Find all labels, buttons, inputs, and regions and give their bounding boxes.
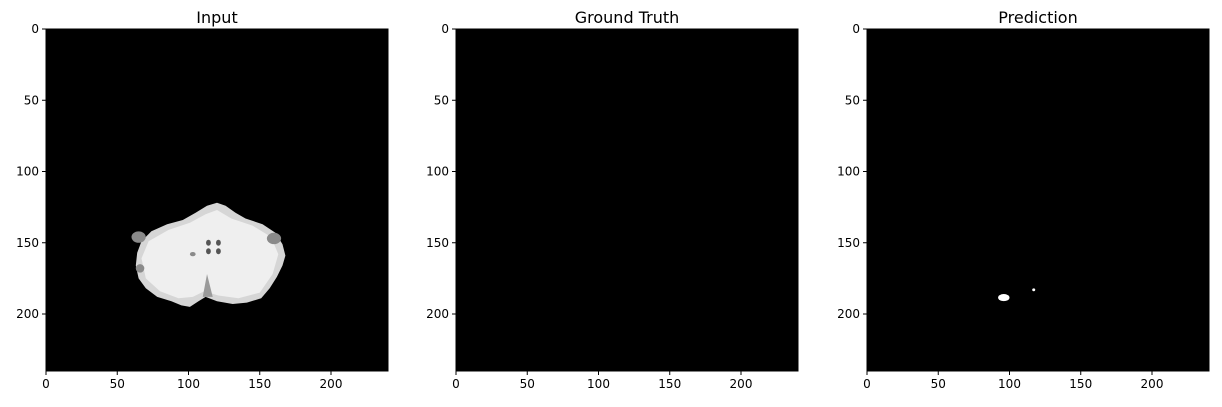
panel-input-x-tick-label: 200 — [320, 377, 343, 391]
panel-ground-truth-y-tick-label: 0 — [441, 22, 449, 36]
panel-prediction-image — [867, 29, 1209, 371]
panel-input-brain-inner — [141, 210, 279, 299]
panel-input-brain-shade — [135, 264, 145, 273]
panel-prediction: Prediction 0 50 100 150 200 0 50 100 150 200 — [837, 8, 1210, 391]
panel-prediction-frame — [866, 28, 1210, 372]
panel-input-x-tick-label: 150 — [248, 377, 271, 391]
panel-input-brain-shade — [131, 231, 146, 243]
panel-prediction-x-tick-label: 0 — [863, 377, 871, 391]
panel-prediction-blob — [998, 294, 1010, 302]
panel-input-x-tick-label: 100 — [177, 377, 200, 391]
panel-input-frame — [45, 28, 389, 372]
panel-prediction-y-tick-label: 150 — [837, 236, 860, 250]
panel-ground-truth-x-tick-label: 50 — [520, 377, 535, 391]
panel-input-image — [46, 29, 388, 371]
panel-input-brain-ventricle — [216, 248, 221, 255]
panel-ground-truth-x-tick-label: 200 — [730, 377, 753, 391]
panel-ground-truth-image — [456, 29, 798, 371]
panel-input-brain-ventricle — [206, 239, 211, 246]
panel-ground-truth-y-tick-label: 200 — [426, 307, 449, 321]
panel-input-brain-fissure — [202, 274, 213, 297]
panel-input-y-tick-label: 100 — [16, 165, 39, 179]
panel-input-x-tick-label: 50 — [110, 377, 125, 391]
panel-input-y-tick-label: 0 — [31, 22, 39, 36]
panel-prediction-x-tick-label: 200 — [1141, 377, 1164, 391]
panel-ground-truth-title: Ground Truth — [575, 8, 680, 27]
panel-prediction-x-tick-label: 150 — [1069, 377, 1092, 391]
panel-prediction-y-tick-label: 0 — [852, 22, 860, 36]
panel-ground-truth-x-tick-label: 100 — [587, 377, 610, 391]
panel-ground-truth-x-tick-label: 0 — [452, 377, 460, 391]
panel-prediction-x-tick-label: 50 — [931, 377, 946, 391]
panel-input-y-tick-label: 50 — [24, 93, 39, 107]
panel-ground-truth-y-tick-label: 100 — [426, 165, 449, 179]
panel-prediction-x-tick-label: 100 — [998, 377, 1021, 391]
panel-input-brain-shade — [266, 232, 282, 245]
panel-input-brain-shade — [189, 252, 196, 257]
panel-ground-truth-x-tick-label: 150 — [658, 377, 681, 391]
panel-prediction-y-tick-label: 100 — [837, 165, 860, 179]
panel-prediction-y-tick-label: 200 — [837, 307, 860, 321]
panel-input-y-tick-label: 200 — [16, 307, 39, 321]
panel-input-brain-ventricle — [206, 248, 211, 255]
panel-ground-truth-y-tick-label: 150 — [426, 236, 449, 250]
panel-input-title: Input — [196, 8, 237, 27]
panel-prediction-title: Prediction — [998, 8, 1077, 27]
panel-ground-truth-frame — [455, 28, 799, 372]
panel-input-x-tick-label: 0 — [42, 377, 50, 391]
panel-prediction-y-tick-label: 50 — [845, 93, 860, 107]
panel-ground-truth: Ground Truth 0 50 100 150 200 0 50 100 150 200 — [426, 8, 799, 391]
panel-ground-truth-y-tick-label: 50 — [434, 93, 449, 107]
panel-prediction-blob — [1032, 288, 1036, 292]
panel-input-brain-ventricle — [216, 239, 221, 246]
panel-input: Input 0 50 100 150 200 0 50 100 150 200 — [16, 8, 389, 391]
panel-input-y-tick-label: 150 — [16, 236, 39, 250]
